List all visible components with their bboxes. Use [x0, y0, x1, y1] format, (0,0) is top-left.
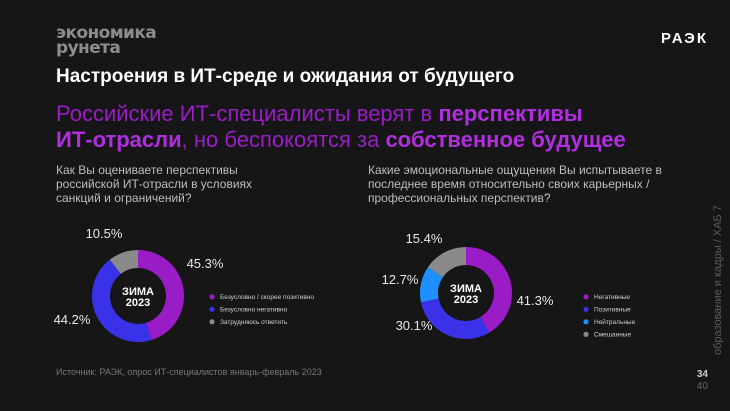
logo-line1: экономика [56, 23, 157, 43]
donut1-legend-swatch-2 [209, 306, 215, 312]
donut1-center-label-1: ЗИМА [122, 286, 154, 298]
donut2-slice-1 [466, 247, 512, 333]
donut2-legend-swatch-4 [583, 331, 589, 337]
donut2-slice-2 [420, 298, 490, 339]
donut1-slice-2 [91, 259, 152, 343]
page-current: 34 [696, 369, 708, 380]
headline-part2: , но беспокоятся за [181, 127, 386, 152]
brand-logo: РАЭК [661, 30, 708, 47]
headline-bold3: собственное будущее [385, 127, 626, 152]
donut2-legend-label-4: Смешанные [594, 332, 631, 339]
donut2-value-label-1: 41.3% [517, 293, 554, 308]
donut1-slice-3 [109, 250, 138, 274]
page-number: 34 40 [697, 369, 708, 393]
donut2-value-label-3: 12.7% [382, 272, 419, 287]
logo-line2: рунета [56, 38, 121, 58]
donut2-legend-label-2: Позитивные [594, 307, 631, 314]
donut1-legend-swatch-3 [209, 319, 215, 325]
headline-bold2: ИТ-отрасли [56, 127, 182, 152]
donut2-legend-swatch-2 [583, 306, 589, 312]
donut1-value-label-3: 10.5% [86, 226, 123, 241]
donut1-legend-label-2: Безусловно негативно [220, 307, 288, 314]
question-1: Как Вы оцениваете перспективы российской… [56, 163, 253, 205]
donut2-center-label-1: ЗИМА [450, 283, 482, 295]
donut2-slice-3 [420, 267, 443, 303]
donut2-slice-4 [427, 246, 466, 278]
donut2-value-label-4: 15.4% [406, 231, 443, 246]
donut2-center-label-2: 2023 [454, 294, 478, 306]
donut2-legend-swatch-3 [583, 319, 589, 325]
donut1-value-label-1: 45.3% [187, 256, 224, 271]
headline-bold1: перспективы [438, 101, 583, 126]
donut2-legend-label-3: Нейтральные [594, 318, 636, 326]
donut1-value-label-2: 44.2% [54, 312, 91, 327]
headline-part1: Российские ИТ-специалисты верят в [56, 101, 439, 126]
donut1-center-label-2: 2023 [126, 297, 150, 309]
donut1-legend-label-1: Безусловно / скорее позитивно [220, 294, 314, 301]
donut1-legend-label-3: Затрудняюсь ответить [220, 319, 288, 326]
side-section-label: образование и кадры / ХАБ 7 [712, 205, 724, 355]
donut1-legend-swatch-1 [209, 294, 215, 300]
question-2: Какие эмоциональные ощущения Вы испытыва… [368, 163, 662, 205]
headline: Российские ИТ-специалисты верят в перспе… [56, 101, 696, 153]
donut2-legend-swatch-1 [583, 294, 589, 300]
page-total: 40 [696, 381, 708, 392]
logo-ekonomika-runeta: экономика рунета [56, 23, 157, 58]
donut1-slice-1 [138, 250, 185, 341]
slide-title: Настроения в ИТ-среде и ожидания от буду… [56, 66, 515, 87]
donut2-legend-label-1: Негативные [594, 294, 630, 301]
source-note: Источник: РАЭК, опрос ИТ-специалистов ян… [56, 367, 322, 377]
donut2-value-label-2: 30.1% [396, 318, 433, 333]
